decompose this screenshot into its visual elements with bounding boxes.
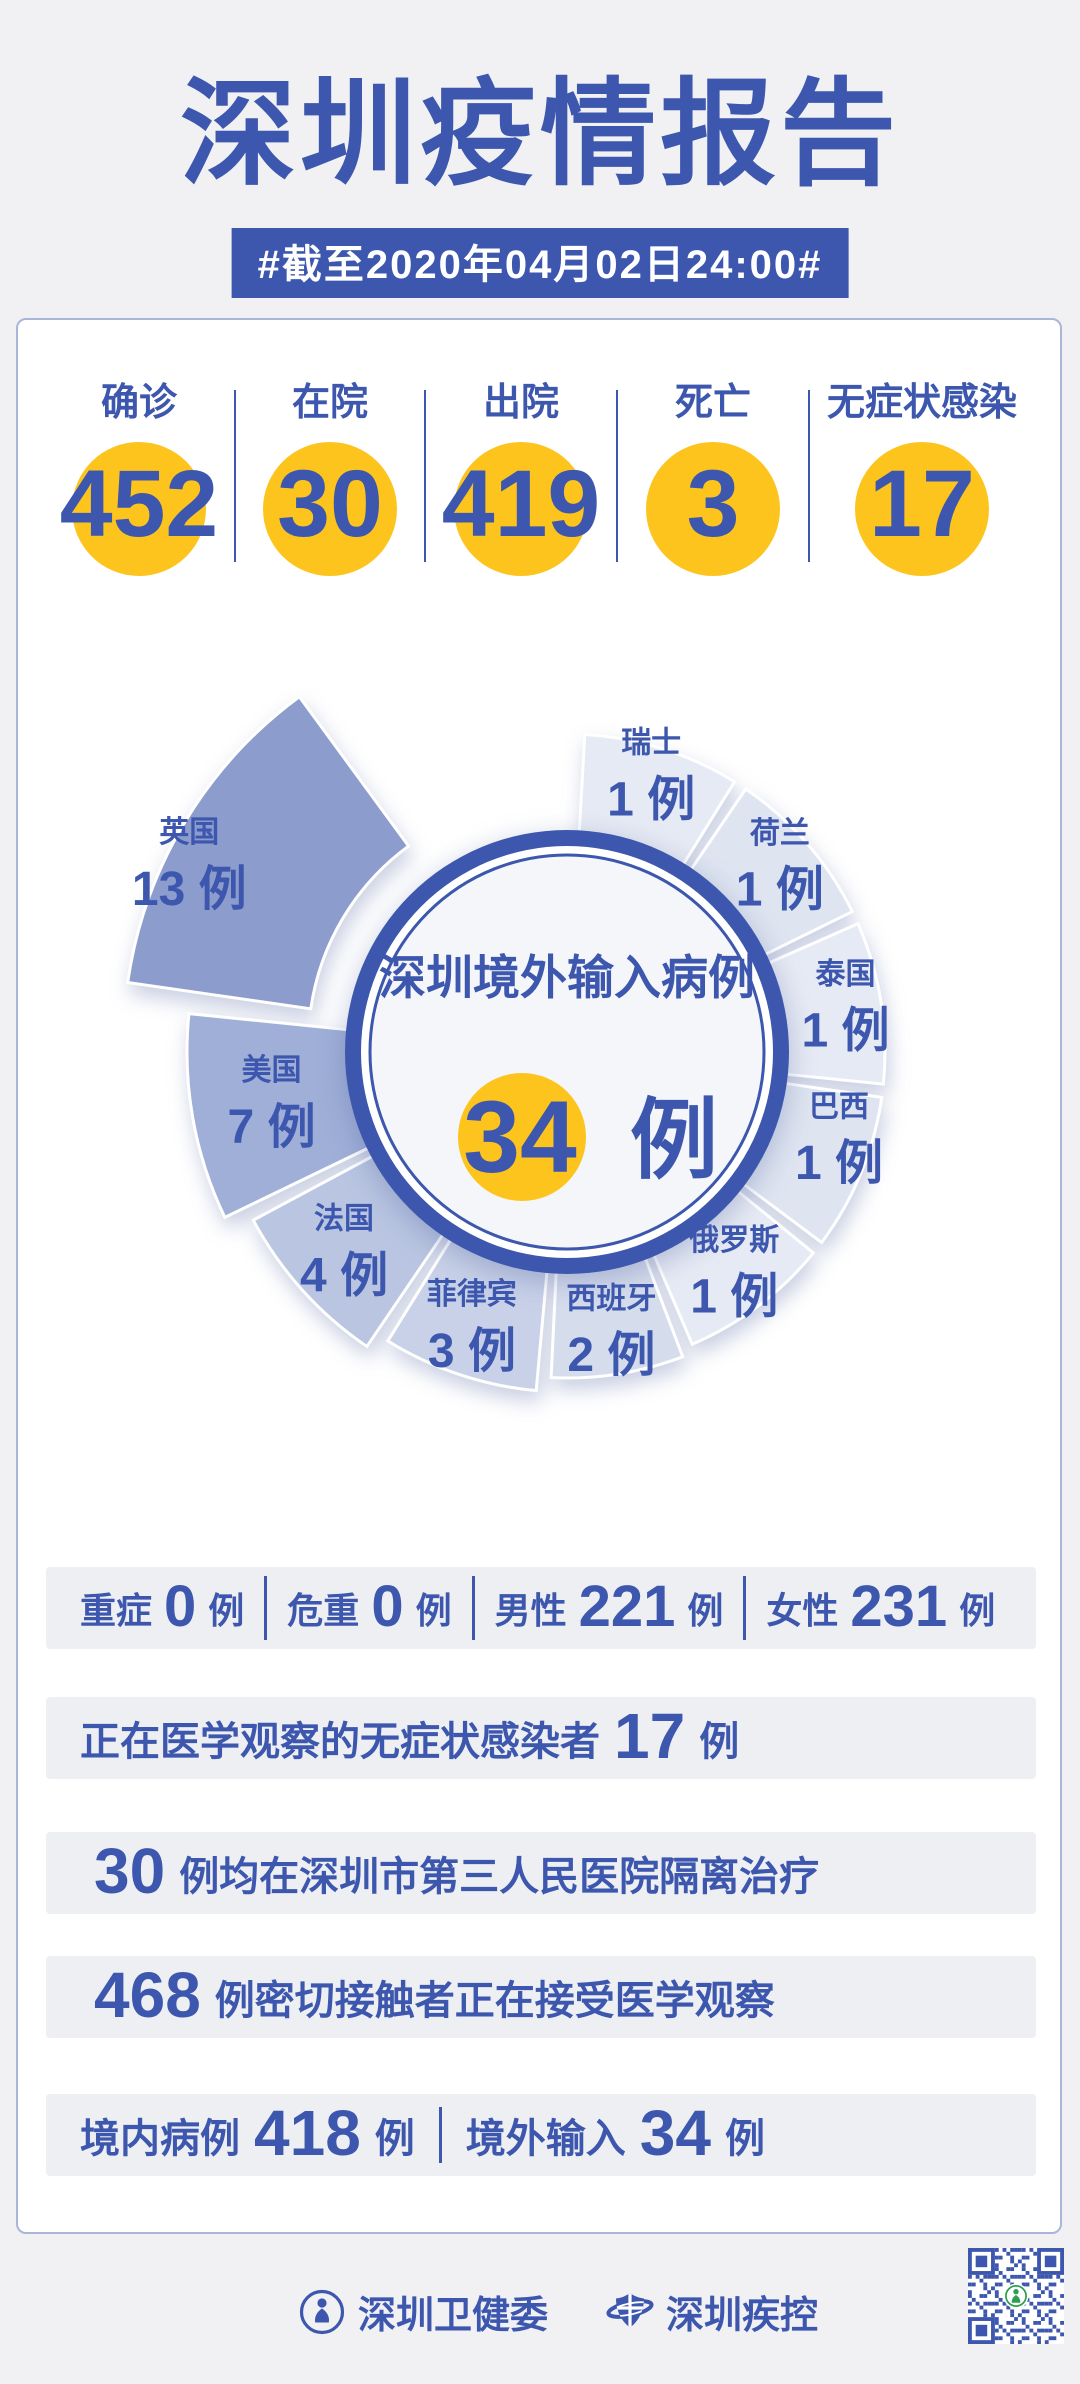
row-number: 17 xyxy=(614,1700,686,1772)
pie-segment-value: 2 例 xyxy=(567,1329,655,1382)
row-divider xyxy=(438,2107,442,2163)
row-number: 34 xyxy=(639,2097,711,2169)
stat-label: 死亡 xyxy=(674,382,751,424)
row-number: 30 xyxy=(94,1835,166,1907)
pie-segment-value: 7 例 xyxy=(228,1101,316,1154)
footer-org1-label: 深圳卫健委 xyxy=(358,2295,549,2337)
stat-bubble: 30 xyxy=(263,441,397,576)
row-label: 例 xyxy=(724,2117,765,2161)
pie-segment-value: 4 例 xyxy=(300,1249,388,1302)
qr-center-logo xyxy=(1011,2295,1021,2303)
row-label: 境内病例 xyxy=(80,2117,240,2161)
pie-segment-value: 1 例 xyxy=(690,1271,778,1324)
stat-column-1: 在院 30 xyxy=(236,382,424,576)
page-title: 深圳疫情报告 xyxy=(180,69,900,199)
stat-value: 419 xyxy=(441,450,601,557)
stat-divider xyxy=(616,390,618,562)
row-divider xyxy=(471,1576,475,1640)
row-number: 0 xyxy=(371,1573,404,1639)
stat-label: 确诊 xyxy=(100,382,177,424)
row-label: 男性 xyxy=(494,1590,567,1631)
qr-center-logo xyxy=(1013,2288,1019,2295)
stat-row-severity-gender: 重症 0 例危重 0 例男性 221 例女性 231 例 xyxy=(46,1567,1036,1649)
stat-row-asymptomatic: 正在医学观察的无症状感染者 17 例 xyxy=(46,1697,1036,1779)
stat-divider xyxy=(234,390,236,562)
row-divider xyxy=(264,1576,268,1640)
stat-value: 30 xyxy=(277,450,383,557)
pie-segment-country: 法国 xyxy=(314,1203,374,1236)
health-commission-logo-icon xyxy=(299,2289,345,2334)
stat-bubble: 17 xyxy=(855,441,989,576)
stat-row-hospital: 30 例均在深圳市第三人民医院隔离治疗 xyxy=(46,1832,1036,1914)
qr-code xyxy=(968,2248,1064,2344)
stat-value: 17 xyxy=(869,450,975,557)
pie-segment-country: 巴西 xyxy=(809,1090,869,1123)
stat-bubble: 419 xyxy=(442,441,600,576)
stat-value: 3 xyxy=(686,450,740,557)
stat-row-domestic-imported: 境内病例 418 例 境外输入 34 例 xyxy=(46,2094,1036,2176)
imported-cases-chart: 瑞士 1 例荷兰 1 例泰国 1 例巴西 1 例俄罗斯 1 例西班牙 2 例菲律宾 3 例法国… xyxy=(18,632,1064,1472)
chart-center-value: 34 xyxy=(463,1080,577,1194)
qr-center-logo xyxy=(1005,2285,1027,2307)
pie-segment-country: 泰国 xyxy=(816,958,876,991)
stat-divider xyxy=(424,390,426,562)
row-number: 418 xyxy=(254,2097,361,2169)
stat-label: 无症状感染 xyxy=(826,382,1017,424)
stat-row-close-contacts: 468 例密切接触者正在接受医学观察 xyxy=(46,1956,1036,2038)
row-label: 危重 xyxy=(287,1590,360,1631)
row-label: 例 xyxy=(959,1590,996,1631)
stat-bubble: 452 xyxy=(60,441,218,576)
pie-segment-country: 西班牙 xyxy=(566,1283,656,1316)
row-divider xyxy=(743,1576,747,1640)
pie-segment-country: 荷兰 xyxy=(750,817,810,850)
report-card: 确诊 452 在院 30 出院 419 死亡 3 无症状感染 17 瑞士 1 例荷兰 1 例泰国 1 例… xyxy=(16,318,1062,2234)
stat-column-0: 确诊 452 xyxy=(44,382,234,576)
pie-segment-value: 13 例 xyxy=(132,863,247,916)
pie-segment-value: 1 例 xyxy=(802,1005,890,1058)
row-label: 例均在深圳市第三人民医院隔离治疗 xyxy=(179,1855,820,1899)
summary-stats-row: 确诊 452 在院 30 出院 419 死亡 3 无症状感染 17 xyxy=(44,382,1038,576)
chart-center-title: 深圳境外输入病例 xyxy=(379,951,755,1004)
row-label: 例 xyxy=(699,1720,740,1764)
stat-value: 452 xyxy=(59,450,219,557)
row-number: 221 xyxy=(578,1573,676,1639)
row-label: 境外输入 xyxy=(465,2117,626,2161)
row-label: 例密切接触者正在接受医学观察 xyxy=(214,1979,775,2023)
row-label: 重症 xyxy=(80,1590,153,1631)
row-label: 例 xyxy=(374,2117,415,2161)
pie-segment-9 xyxy=(125,694,411,1011)
row-number: 0 xyxy=(164,1573,197,1639)
stat-column-2: 出院 419 xyxy=(426,382,616,576)
pie-segment-country: 瑞士 xyxy=(621,727,681,760)
pie-segment-country: 美国 xyxy=(242,1053,302,1087)
center-value-highlight xyxy=(458,1073,586,1201)
stat-column-3: 死亡 3 xyxy=(618,382,808,576)
row-number: 231 xyxy=(850,1573,948,1639)
cdc-logo-icon xyxy=(606,2292,654,2327)
pie-segment-country: 俄罗斯 xyxy=(688,1224,779,1257)
pie-segment-value: 1 例 xyxy=(607,773,695,826)
stat-column-4: 无症状感染 17 xyxy=(810,382,1034,576)
row-number: 468 xyxy=(94,1959,201,2031)
row-label: 例 xyxy=(208,1590,245,1631)
row-label: 例 xyxy=(687,1590,724,1631)
footer-org-cdc: 深圳疾控 xyxy=(606,2284,818,2339)
pie-segment-value: 1 例 xyxy=(736,864,824,917)
pie-segment-value: 3 例 xyxy=(428,1325,516,1378)
chart-center-unit: 例 xyxy=(630,1091,718,1190)
date-badge: #截至2020年04月02日24:00# xyxy=(231,228,849,298)
stat-divider xyxy=(808,390,810,562)
row-label: 例 xyxy=(415,1590,452,1631)
row-label: 正在医学观察的无症状感染者 xyxy=(80,1720,600,1764)
stat-label: 在院 xyxy=(291,382,368,424)
row-label: 女性 xyxy=(766,1590,839,1631)
pie-segment-country: 菲律宾 xyxy=(427,1278,517,1311)
footer-org2-label: 深圳疾控 xyxy=(666,2295,819,2337)
pie-segment-value: 1 例 xyxy=(795,1137,883,1190)
stat-label: 出院 xyxy=(482,382,559,424)
footer-org-health-commission: 深圳卫健委 xyxy=(298,2284,548,2339)
stat-bubble: 3 xyxy=(646,441,780,576)
pie-segment-country: 英国 xyxy=(159,816,219,849)
